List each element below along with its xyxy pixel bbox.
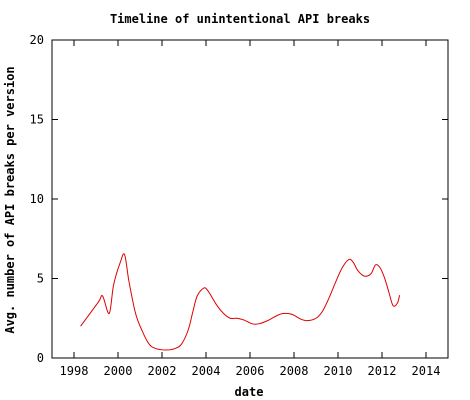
y-axis-label: Avg. number of API breaks per version: [3, 66, 17, 333]
x-axis-label: date: [235, 385, 264, 399]
y-axis: 0 5 10 15 20: [30, 33, 448, 365]
x-tick-label: 1998: [60, 364, 89, 378]
x-tick-label: 2006: [236, 364, 265, 378]
y-tick-label: 10: [30, 192, 44, 206]
series-layer: [80, 253, 401, 351]
chart-title: Timeline of unintentional API breaks: [110, 12, 370, 26]
y-tick-label: 5: [37, 272, 44, 286]
x-tick-label: 2014: [412, 364, 441, 378]
x-axis: 1998 2000 2002 2004 2006 2008 2010 2012 2014: [60, 40, 441, 378]
plot-border: [51, 39, 449, 359]
x-tick-label: 2010: [324, 364, 353, 378]
y-tick-label: 15: [30, 113, 44, 127]
x-tick-label: 2008: [280, 364, 309, 378]
x-tick-label: 2000: [104, 364, 133, 378]
plot-frame: [51, 39, 449, 359]
y-tick-label: 20: [30, 33, 44, 47]
x-tick-label: 2004: [192, 364, 221, 378]
y-tick-label: 0: [37, 351, 44, 365]
x-tick-label: 2012: [368, 364, 397, 378]
x-tick-label: 2002: [148, 364, 177, 378]
series-line: [80, 253, 401, 351]
